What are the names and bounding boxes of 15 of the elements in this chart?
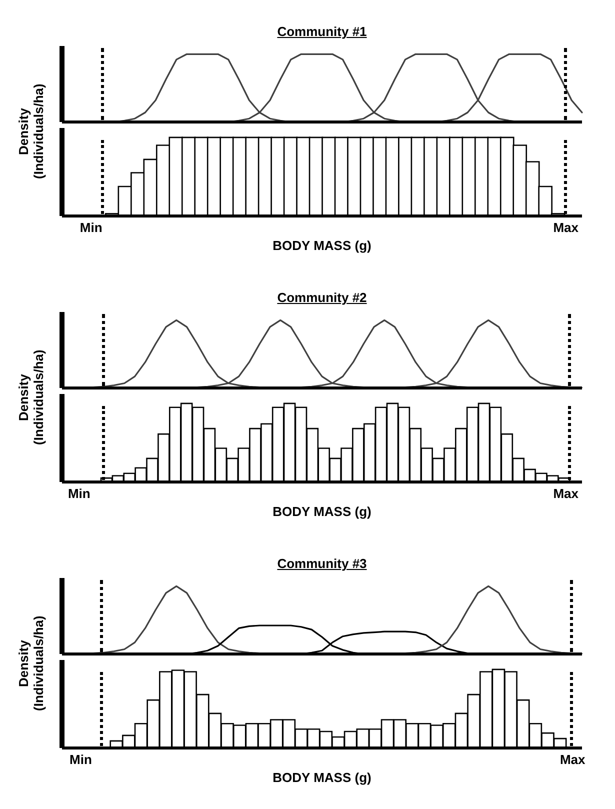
y-axis-title: Density (Individuals/ha) bbox=[16, 614, 46, 713]
chart-title: Community #2 bbox=[276, 290, 368, 307]
text: Min bbox=[68, 752, 93, 767]
text: Max bbox=[552, 486, 580, 501]
x-axis-title: BODY MASS (g) bbox=[272, 238, 372, 255]
chart-title: Community #1 bbox=[276, 24, 368, 41]
chart-title: Community #3 bbox=[276, 556, 368, 573]
y-axis-title: Density (Individuals/ha) bbox=[16, 348, 46, 447]
text: Max bbox=[552, 220, 580, 235]
text: Min bbox=[78, 220, 104, 235]
x-axis-title: BODY MASS (g) bbox=[272, 770, 372, 787]
text: Max bbox=[558, 752, 586, 767]
y-axis-title: Density (Individuals/ha) bbox=[16, 82, 46, 181]
x-axis-title: BODY MASS (g) bbox=[272, 504, 372, 521]
text: Min bbox=[66, 486, 92, 501]
